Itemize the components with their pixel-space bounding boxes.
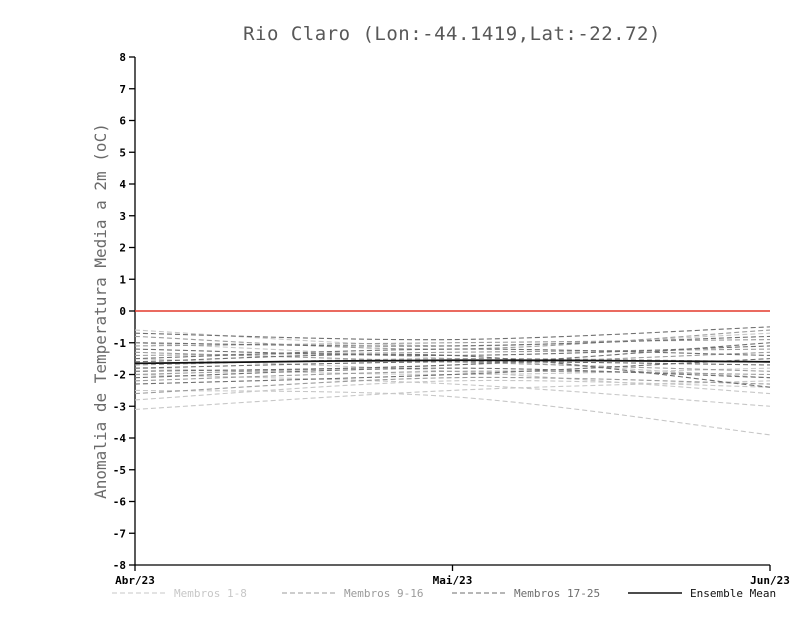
- ensemble-member-line: [134, 351, 771, 372]
- y-tick-label: -5: [113, 464, 126, 477]
- y-tick-label: 4: [119, 178, 126, 191]
- ensemble-member-line: [134, 339, 771, 347]
- y-tick-label: -4: [113, 432, 127, 445]
- legend-label: Membros 1-8: [174, 587, 247, 600]
- ensemble-mean-line-group: [134, 359, 771, 365]
- y-tick-label: 0: [119, 305, 126, 318]
- ensemble-member-line: [134, 358, 771, 395]
- y-tick-label: 2: [119, 242, 126, 255]
- ensemble-member-line: [134, 353, 771, 388]
- y-tick-label: 5: [119, 146, 126, 159]
- ensemble-member-line: [134, 342, 771, 372]
- x-tick-label: Abr/23: [115, 574, 155, 587]
- legend-label: Membros 17-25: [514, 587, 600, 600]
- y-tick-label: 7: [119, 83, 126, 96]
- x-tick-label: Jun/23: [750, 574, 790, 587]
- chart-title: Rio Claro (Lon:-44.1419,Lat:-22.72): [243, 23, 661, 45]
- legend: Membros 1-8 Membros 9-16 Membros 17-25 Ense…: [112, 587, 776, 600]
- y-tick-label: -3: [113, 400, 126, 413]
- y-tick-label: 8: [119, 51, 126, 64]
- ensemble-member-line: [134, 380, 771, 410]
- y-tick-label: 1: [119, 273, 126, 286]
- y-tick-label: -8: [113, 559, 126, 572]
- ensemble-member-line: [134, 376, 771, 395]
- x-tick-label: Mai/23: [433, 574, 473, 587]
- y-tick-label: -1: [113, 337, 127, 350]
- ensemble-member-line: [134, 345, 771, 357]
- ensemble-member-line: [134, 389, 771, 436]
- y-tick-label: -2: [113, 369, 126, 382]
- ensemble-member-line: [134, 329, 771, 350]
- legend-label: Membros 9-16: [344, 587, 423, 600]
- ensemble-member-line: [134, 326, 771, 341]
- ensemble-member-lines: [134, 326, 771, 436]
- ensemble-member-line: [134, 329, 771, 347]
- y-tick-label: 6: [119, 115, 126, 128]
- ensemble-member-line: [134, 367, 771, 379]
- y-tick-label: -6: [113, 496, 127, 509]
- ensemble-member-line: [134, 351, 771, 376]
- axes: -8 -7 -6 -5 -4 -3 -2 -1 0 1 2 3 4 5 6 7 8 Abr/23 Mai/23 Jun…: [113, 51, 790, 587]
- legend-label: Ensemble Mean: [690, 587, 776, 600]
- ensemble-member-line: [134, 373, 771, 407]
- ensemble-member-line: [134, 342, 771, 379]
- ensemble-member-line: [134, 335, 771, 347]
- y-tick-label: 3: [119, 210, 126, 223]
- ensemble-member-line: [134, 361, 771, 369]
- ensemble-member-line: [134, 358, 771, 385]
- ensemble-member-line: [134, 370, 771, 382]
- y-tick-label: -7: [113, 527, 126, 540]
- y-axis-label: Anomalia de Temperatura Media a 2m (oC): [91, 123, 110, 499]
- ensemble-member-line: [134, 348, 771, 360]
- ensemble-member-line: [134, 379, 771, 401]
- ensemble-mean-line: [134, 359, 771, 365]
